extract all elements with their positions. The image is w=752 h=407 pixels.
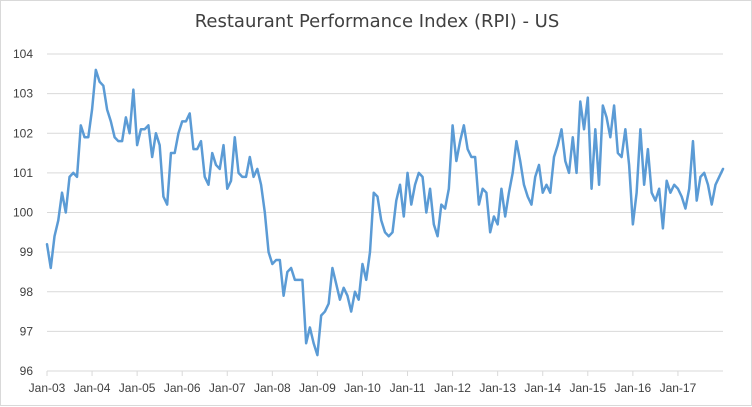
rpi-series-line xyxy=(45,68,725,357)
y-tick-label: 103 xyxy=(13,87,33,101)
x-axis-ticks: Jan-03 Jan-04 Jan-05 Jan-06 Jan-07 Jan-08 Jan-… xyxy=(29,371,697,395)
x-tick-label: Jan-11 xyxy=(390,381,426,395)
y-axis-ticks: 96 97 98 99 100 101 102 103 104 xyxy=(13,47,33,378)
grid-layer xyxy=(47,53,723,372)
x-tick-label: Jan-03 xyxy=(29,381,66,395)
x-tick-label: Jan-07 xyxy=(209,381,246,395)
y-tick-label: 102 xyxy=(13,126,33,140)
x-tick-label: Jan-05 xyxy=(119,381,156,395)
x-tick-label: Jan-13 xyxy=(479,381,516,395)
x-tick-label: Jan-17 xyxy=(660,381,697,395)
y-tick-label: 99 xyxy=(20,245,34,259)
y-tick-label: 100 xyxy=(13,206,33,220)
x-tick-label: Jan-14 xyxy=(524,381,561,395)
y-tick-label: 96 xyxy=(20,364,34,378)
x-tick-label: Jan-10 xyxy=(344,381,381,395)
y-tick-label: 97 xyxy=(20,324,34,338)
x-tick-label: Jan-12 xyxy=(434,381,471,395)
y-tick-label: 98 xyxy=(20,285,34,299)
chart-title: Restaurant Performance Index (RPI) - US xyxy=(194,11,560,32)
x-tick-label: Jan-08 xyxy=(254,381,291,395)
y-tick-label: 104 xyxy=(13,47,33,61)
x-tick-label: Jan-15 xyxy=(569,381,606,395)
x-tick-label: Jan-04 xyxy=(74,381,111,395)
x-tick-label: Jan-16 xyxy=(615,381,652,395)
x-tick-label: Jan-06 xyxy=(164,381,201,395)
series-layer xyxy=(45,68,725,357)
x-tick-label: Jan-09 xyxy=(299,381,336,395)
y-tick-label: 101 xyxy=(13,166,33,180)
